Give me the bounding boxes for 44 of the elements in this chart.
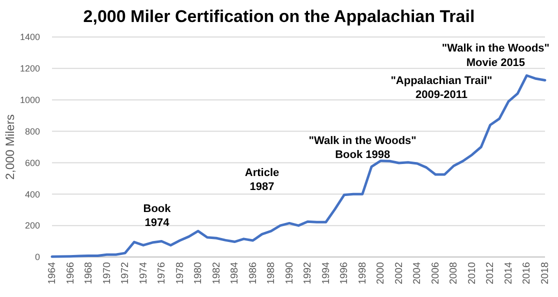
x-tick-label: 2012: [485, 262, 496, 284]
x-tick-label: 1968: [84, 262, 95, 284]
x-tick-label: 1966: [65, 262, 76, 284]
chart-title: 2,000 Miler Certification on the Appalachian Trail: [83, 7, 475, 26]
y-tick-label: 400: [24, 189, 40, 200]
annotation: Book 1974: [143, 202, 172, 230]
y-tick-label: 800: [24, 126, 40, 136]
x-tick-label: 1978: [174, 262, 186, 284]
x-tick-label: 1990: [284, 262, 296, 284]
x-tick-label: 1996: [339, 262, 350, 284]
x-tick-label: 2008: [448, 262, 460, 284]
x-tick-label: 1984: [230, 262, 241, 284]
x-tick-label: 1982: [211, 262, 222, 284]
annotation: "Walk in the Woods" Book 1998: [308, 134, 416, 162]
x-tick-label: 2004: [412, 262, 424, 284]
x-tick-label: 2010: [466, 262, 478, 284]
annotation: "Appalachian Trail" 2009-2011: [390, 74, 492, 102]
x-tick-label: 1972: [120, 262, 132, 284]
y-tick-label: 0: [34, 252, 40, 262]
x-tick-label: 1992: [302, 262, 314, 284]
y-axis-title: 2,000 Milers: [3, 114, 17, 180]
y-tick-label: 600: [24, 158, 40, 168]
y-tick-label: 1000: [20, 95, 40, 106]
x-tick-label: 1974: [138, 262, 150, 284]
y-tick-label: 200: [24, 220, 40, 231]
x-tick-label: 2016: [522, 262, 533, 284]
x-tick-label: 1980: [193, 262, 204, 284]
annotation: Article 1987: [244, 166, 280, 194]
x-tick-label: 1988: [266, 262, 278, 284]
x-tick-label: 1986: [248, 262, 259, 284]
x-tick-label: 1976: [156, 262, 168, 284]
annotation: "Walk in the Woods" Movie 2015: [442, 42, 550, 69]
x-tick-label: 2006: [430, 262, 442, 284]
x-tick-label: 1998: [357, 262, 368, 284]
x-tick-label: 2014: [503, 262, 514, 284]
x-tick-label: 1964: [47, 262, 58, 284]
x-tick-label: 2002: [394, 262, 405, 284]
x-tick-label: 2018: [540, 262, 551, 284]
y-tick-label: 1200: [20, 64, 40, 74]
x-tick-label: 2000: [376, 262, 387, 284]
line-series: [50, 74, 546, 258]
x-tick-label: 1994: [320, 262, 332, 284]
y-tick-label: 1400: [20, 32, 40, 42]
x-tick-label: 1970: [102, 262, 113, 284]
